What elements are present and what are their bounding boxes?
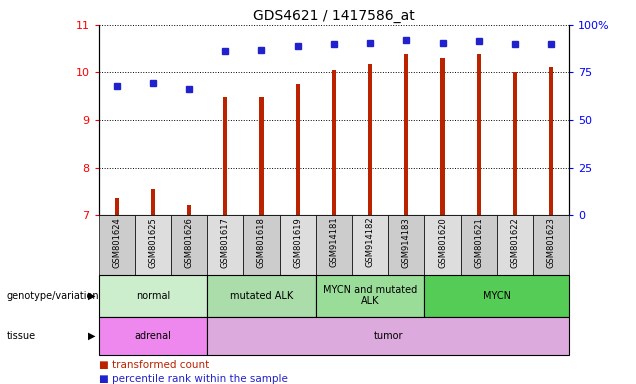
Text: GSM801626: GSM801626 (184, 217, 193, 268)
Text: genotype/variation: genotype/variation (6, 291, 99, 301)
Bar (207, 317, 569, 355)
Bar (352, 215, 388, 275)
Bar (424, 275, 569, 317)
Text: ▶: ▶ (88, 291, 95, 301)
Bar (244, 215, 280, 275)
Bar (513, 71, 517, 215)
Text: GSM801617: GSM801617 (221, 217, 230, 268)
Bar (460, 215, 497, 275)
Text: ■ transformed count: ■ transformed count (99, 360, 209, 370)
Bar (187, 205, 191, 215)
Text: MYCN: MYCN (483, 291, 511, 301)
Text: tissue: tissue (6, 331, 36, 341)
Bar (440, 58, 445, 215)
Text: GSM801622: GSM801622 (511, 217, 520, 268)
Bar (424, 215, 460, 275)
Text: GSM914182: GSM914182 (366, 217, 375, 267)
Text: GSM801623: GSM801623 (546, 217, 556, 268)
Bar (404, 55, 408, 215)
Text: GSM801619: GSM801619 (293, 217, 302, 268)
Bar (207, 215, 244, 275)
Text: normal: normal (135, 291, 170, 301)
Text: GSM801624: GSM801624 (112, 217, 121, 268)
Bar (280, 215, 316, 275)
Text: MYCN and mutated
ALK: MYCN and mutated ALK (323, 285, 417, 306)
Bar (99, 215, 135, 275)
Title: GDS4621 / 1417586_at: GDS4621 / 1417586_at (253, 8, 415, 23)
Text: GSM914183: GSM914183 (402, 217, 411, 268)
Bar (316, 215, 352, 275)
Text: tumor: tumor (373, 331, 403, 341)
Bar (99, 275, 207, 317)
Bar (223, 97, 228, 215)
Bar (476, 55, 481, 215)
Text: adrenal: adrenal (134, 331, 171, 341)
Text: GSM801618: GSM801618 (257, 217, 266, 268)
Bar (368, 65, 372, 215)
Text: GSM801621: GSM801621 (474, 217, 483, 268)
Bar (497, 215, 533, 275)
Bar (171, 215, 207, 275)
Text: mutated ALK: mutated ALK (230, 291, 293, 301)
Text: GSM801620: GSM801620 (438, 217, 447, 268)
Bar (316, 275, 424, 317)
Text: GSM801625: GSM801625 (148, 217, 157, 268)
Bar (99, 317, 207, 355)
Bar (151, 189, 155, 215)
Bar (259, 97, 264, 215)
Bar (207, 275, 316, 317)
Bar (332, 70, 336, 215)
Text: ■ percentile rank within the sample: ■ percentile rank within the sample (99, 374, 287, 384)
Bar (388, 215, 424, 275)
Bar (533, 215, 569, 275)
Text: ▶: ▶ (88, 331, 95, 341)
Bar (114, 199, 119, 215)
Bar (296, 84, 300, 215)
Bar (549, 67, 553, 215)
Text: GSM914181: GSM914181 (329, 217, 338, 267)
Bar (135, 215, 171, 275)
